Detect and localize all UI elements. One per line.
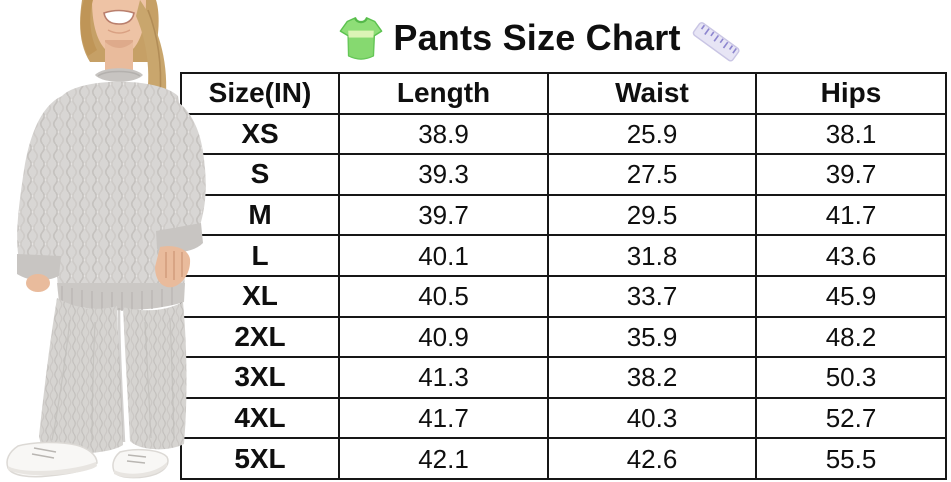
- table-row-5xl: 5XL 42.1 42.6 55.5: [180, 437, 947, 480]
- size-label: 4XL: [180, 396, 340, 440]
- waist-value: 27.5: [547, 153, 757, 196]
- pants-size-table: Size(IN) Length Waist Hips XS 38.9 25.9 …: [180, 72, 947, 480]
- page-title-text: Pants Size Chart: [393, 17, 681, 58]
- table-row-s: S 39.3 27.5 39.7: [180, 153, 947, 196]
- hips-value: 52.7: [755, 396, 947, 440]
- size-label: L: [180, 234, 340, 277]
- table-header-row: Size(IN) Length Waist Hips: [180, 72, 947, 115]
- hips-value: 48.2: [755, 315, 947, 359]
- length-value: 38.9: [338, 112, 549, 156]
- column-header-length: Length: [338, 72, 549, 115]
- length-value: 39.3: [338, 153, 549, 196]
- length-value: 39.7: [338, 193, 549, 237]
- hips-value: 41.7: [755, 193, 947, 237]
- tshirt-icon: [340, 17, 383, 60]
- waist-value: 42.6: [547, 437, 757, 480]
- length-value: 40.1: [338, 234, 549, 277]
- column-header-waist: Waist: [547, 72, 757, 115]
- waist-value: 35.9: [547, 315, 757, 359]
- hips-value: 55.5: [755, 437, 947, 480]
- size-label: 5XL: [180, 437, 340, 480]
- length-value: 42.1: [338, 437, 549, 480]
- table-row-m: M 39.7 29.5 41.7: [180, 193, 947, 237]
- waist-value: 38.2: [547, 356, 757, 399]
- hips-value: 38.1: [755, 112, 947, 156]
- length-value: 41.7: [338, 396, 549, 440]
- length-value: 40.5: [338, 274, 549, 318]
- column-header-hips: Hips: [755, 72, 947, 115]
- waist-value: 25.9: [547, 112, 757, 156]
- size-label: M: [180, 193, 340, 237]
- waist-value: 33.7: [547, 274, 757, 318]
- hips-value: 39.7: [755, 153, 947, 196]
- column-header-size: Size(IN): [180, 72, 340, 115]
- size-label: 3XL: [180, 356, 340, 399]
- table-row-2xl: 2XL 40.9 35.9 48.2: [180, 315, 947, 359]
- size-label: S: [180, 153, 340, 196]
- table-row-l: L 40.1 31.8 43.6: [180, 234, 947, 277]
- hips-value: 50.3: [755, 356, 947, 399]
- size-label: 2XL: [180, 315, 340, 359]
- table-row-4xl: 4XL 41.7 40.3 52.7: [180, 396, 947, 440]
- table-row-xl: XL 40.5 33.7 45.9: [180, 274, 947, 318]
- page-title: Pants Size Chart: [140, 10, 940, 66]
- length-value: 40.9: [338, 315, 549, 359]
- table-row-3xl: 3XL 41.3 38.2 50.3: [180, 356, 947, 399]
- size-label: XS: [180, 112, 340, 156]
- size-label: XL: [180, 274, 340, 318]
- table-row-xs: XS 38.9 25.9 38.1: [180, 112, 947, 156]
- waist-value: 29.5: [547, 193, 757, 237]
- hips-value: 43.6: [755, 234, 947, 277]
- hips-value: 45.9: [755, 274, 947, 318]
- waist-value: 31.8: [547, 234, 757, 277]
- waist-value: 40.3: [547, 396, 757, 440]
- length-value: 41.3: [338, 356, 549, 399]
- ruler-icon: [692, 22, 740, 62]
